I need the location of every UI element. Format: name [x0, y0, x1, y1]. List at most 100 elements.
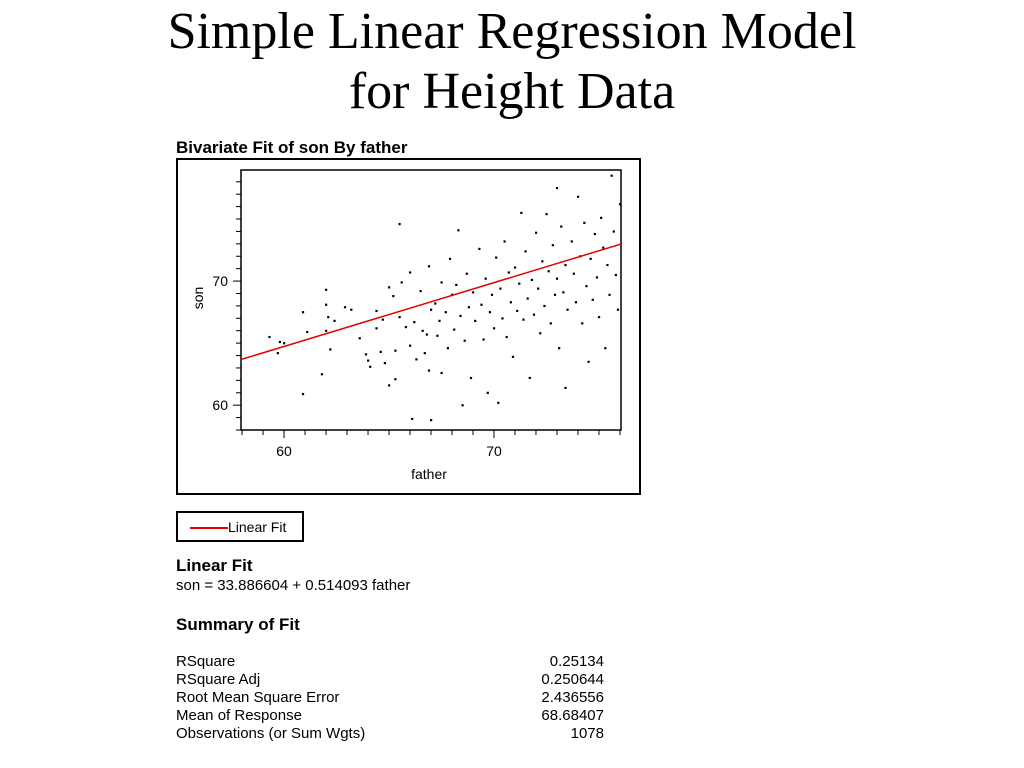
- data-point: [301, 311, 305, 314]
- data-point: [421, 329, 424, 332]
- stat-label: Root Mean Square Error: [176, 689, 340, 706]
- data-point: [440, 281, 443, 284]
- data-point: [375, 327, 378, 330]
- data-points: [268, 174, 622, 422]
- data-point: [616, 308, 620, 311]
- data-point: [497, 401, 500, 404]
- data-point: [276, 352, 279, 355]
- data-point: [526, 297, 529, 300]
- fit-line: [240, 243, 622, 361]
- data-point: [576, 195, 580, 198]
- data-point: [537, 287, 540, 290]
- data-point: [419, 290, 422, 293]
- data-point: [453, 328, 456, 331]
- data-point: [513, 266, 517, 269]
- data-point: [585, 285, 588, 288]
- data-point: [325, 288, 328, 291]
- data-point: [367, 359, 370, 362]
- data-point: [555, 277, 559, 280]
- stat-label: RSquare: [176, 653, 236, 670]
- data-point: [564, 386, 567, 390]
- data-point: [409, 344, 412, 347]
- data-point: [589, 257, 592, 260]
- legend: Linear Fit: [176, 511, 304, 542]
- data-point: [306, 330, 309, 334]
- data-point: [381, 318, 384, 321]
- data-point: [572, 272, 575, 275]
- data-point: [549, 322, 552, 325]
- chart-frame: [176, 158, 641, 495]
- data-point: [343, 306, 347, 309]
- data-point: [455, 283, 458, 286]
- data-point: [566, 308, 569, 311]
- data-point: [583, 221, 586, 224]
- data-point: [358, 337, 361, 340]
- data-point: [543, 304, 546, 308]
- data-point: [301, 393, 305, 396]
- data-point: [436, 334, 439, 337]
- x-tick-label: 70: [486, 443, 502, 459]
- data-point: [503, 240, 506, 243]
- legend-label: Linear Fit: [228, 519, 287, 535]
- data-point: [409, 271, 412, 274]
- data-point: [520, 211, 523, 215]
- data-point: [325, 329, 328, 332]
- data-point: [333, 319, 336, 322]
- legend-line-swatch: [190, 527, 228, 529]
- linear-fit-heading: Linear Fit: [176, 556, 253, 575]
- data-point: [434, 302, 437, 305]
- stat-value: 68.68407: [541, 707, 604, 724]
- data-point: [398, 222, 401, 226]
- data-point: [278, 340, 282, 344]
- summary-heading: Summary of Fit: [176, 615, 300, 634]
- data-point: [320, 373, 324, 376]
- data-point: [505, 335, 508, 339]
- data-point: [413, 321, 416, 324]
- data-point: [551, 244, 554, 247]
- data-point: [467, 306, 470, 309]
- data-point: [430, 308, 433, 311]
- data-point: [490, 293, 494, 296]
- data-point: [457, 229, 460, 232]
- data-point: [507, 271, 510, 274]
- data-point: [532, 313, 536, 316]
- data-point: [379, 350, 382, 354]
- data-point: [570, 240, 573, 243]
- data-point: [574, 301, 578, 304]
- data-point: [448, 257, 452, 260]
- data-point: [595, 276, 599, 279]
- data-point: [383, 361, 387, 365]
- data-point: [528, 376, 531, 380]
- data-point: [411, 417, 414, 421]
- summary-row: Mean of Response 68.68407: [176, 707, 604, 725]
- data-point: [283, 342, 286, 345]
- data-point: [560, 225, 563, 228]
- data-point: [547, 270, 550, 273]
- fit-equation: son = 33.886604 + 0.514093 father: [176, 577, 411, 594]
- data-point: [499, 287, 502, 290]
- data-point: [438, 319, 441, 322]
- data-point: [474, 319, 477, 322]
- x-axis-label: father: [411, 466, 447, 482]
- data-point: [530, 278, 533, 282]
- data-point: [423, 352, 426, 355]
- data-point: [388, 384, 391, 387]
- data-point: [522, 318, 525, 321]
- data-point: [463, 339, 466, 342]
- data-point: [480, 303, 483, 306]
- stat-value: 0.250644: [541, 671, 604, 688]
- stat-label: Observations (or Sum Wgts): [176, 725, 366, 742]
- data-point: [446, 347, 449, 350]
- y-tick-label: 70: [212, 273, 228, 289]
- data-point: [425, 333, 429, 336]
- data-point: [469, 376, 473, 380]
- data-point: [486, 391, 489, 394]
- data-point: [564, 263, 567, 267]
- slide-title: Simple Linear Regression Model for Heigh…: [0, 2, 1024, 122]
- data-point: [329, 348, 332, 351]
- summary-table: RSquare 0.25134 RSquare Adj 0.250644 Root …: [176, 653, 604, 743]
- data-point: [444, 311, 447, 314]
- data-point: [478, 247, 481, 251]
- data-point: [591, 298, 594, 301]
